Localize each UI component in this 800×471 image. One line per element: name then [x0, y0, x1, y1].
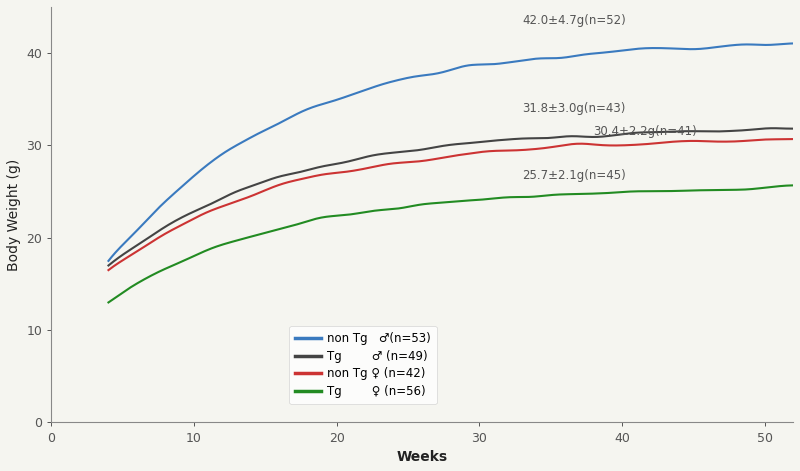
X-axis label: Weeks: Weeks — [397, 450, 448, 464]
Text: 42.0±4.7g(n=52): 42.0±4.7g(n=52) — [522, 14, 626, 27]
Text: 31.8±3.0g(n=43): 31.8±3.0g(n=43) — [522, 102, 626, 115]
Y-axis label: Body Weight (g): Body Weight (g) — [7, 159, 21, 271]
Text: 30.4±2.2g(n=41): 30.4±2.2g(n=41) — [594, 125, 697, 138]
Legend: non Tg   ♂(n=53), Tg        ♂ (n=49), non Tg ♀ (n=42), Tg        ♀ (n=56): non Tg ♂(n=53), Tg ♂ (n=49), non Tg ♀ (n… — [289, 326, 437, 404]
Text: 25.7±2.1g(n=45): 25.7±2.1g(n=45) — [522, 169, 626, 181]
